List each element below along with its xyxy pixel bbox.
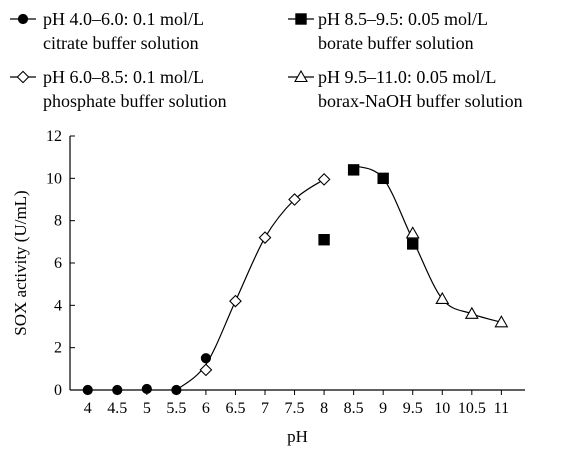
data-point <box>407 238 419 250</box>
x-tick-label: 6.5 <box>225 400 245 417</box>
data-point <box>435 291 450 305</box>
legend-entry: pH 4.0–6.0: 0.1 mol/L citrate buffer solu… <box>10 9 204 53</box>
data-point <box>200 353 212 364</box>
y-tick-label: 4 <box>54 297 62 314</box>
legend-label: citrate buffer solution <box>43 33 199 53</box>
y-tick-label: 8 <box>54 213 62 230</box>
x-tick-label: 4.5 <box>107 400 127 417</box>
data-point <box>288 193 301 206</box>
legend-label: pH 6.0–8.5: 0.1 mol/L <box>43 67 204 87</box>
x-tick-label: 7.5 <box>285 400 305 417</box>
data-point <box>112 384 123 396</box>
x-tick-label: 10 <box>434 400 450 417</box>
legend-label: pH 9.5–11.0: 0.05 mol/L <box>318 67 496 87</box>
y-tick-label: 2 <box>54 340 62 357</box>
x-tick-label: 6 <box>202 400 210 417</box>
data-point <box>171 384 182 396</box>
data-point <box>405 226 420 239</box>
y-tick-label: 12 <box>46 128 62 145</box>
data-point <box>318 234 330 246</box>
data-point <box>199 363 213 377</box>
y-tick-label: 10 <box>46 170 62 187</box>
legend: pH 4.0–6.0: 0.1 mol/L citrate buffer solu… <box>10 9 523 111</box>
fitted-curve-group <box>175 165 502 391</box>
data-point <box>141 383 152 395</box>
y-axis-title: SOX activity (U/mL) <box>11 190 30 335</box>
legend-label: borate buffer solution <box>318 33 474 53</box>
fitted-curve-segment <box>175 178 325 391</box>
legend-label: pH 8.5–9.5: 0.05 mol/L <box>318 9 488 29</box>
data-point <box>82 384 93 396</box>
data-point <box>377 172 389 185</box>
data-point <box>494 315 509 328</box>
legend-marker <box>17 13 29 25</box>
y-tick-label: 0 <box>54 382 62 399</box>
legend-entry: pH 8.5–9.5: 0.05 mol/L borate buffer solu… <box>288 9 488 53</box>
legend-label: borax-NaOH buffer solution <box>318 91 523 111</box>
data-points <box>82 164 509 396</box>
legend-entry: pH 9.5–11.0: 0.05 mol/L borax-NaOH buffer… <box>288 67 523 111</box>
data-point <box>258 231 272 244</box>
plot-area: 0 2 4 6 8 10 12 4 4.5 5 5.5 6 6.5 7 7.5 8 8.5 9 9.5 10 10.5 1… <box>46 128 525 417</box>
data-point <box>229 294 242 308</box>
x-axis-title: pH <box>287 427 308 446</box>
legend-entry: pH 6.0–8.5: 0.1 mol/L phosphate buffer so… <box>10 67 227 111</box>
x-tick-label: 8 <box>320 400 328 417</box>
x-tick-label: 11 <box>494 400 509 417</box>
x-tick-label: 8.5 <box>344 400 364 417</box>
x-tick-label: 9.5 <box>403 400 423 417</box>
x-tick-label: 7 <box>261 400 269 417</box>
data-point <box>317 173 331 186</box>
legend-marker <box>294 69 308 83</box>
x-tick-label: 5.5 <box>166 400 186 417</box>
legend-marker <box>295 13 307 25</box>
x-tick-label: 10.5 <box>458 400 486 417</box>
data-point <box>347 164 360 176</box>
fitted-curve-segment <box>353 165 502 323</box>
legend-marker <box>16 70 30 84</box>
legend-label: phosphate buffer solution <box>43 91 227 111</box>
x-tick-label: 4 <box>84 400 92 417</box>
axes: 0 2 4 6 8 10 12 4 4.5 5 5.5 6 6.5 7 7.5 8 8.5 9 9.5 10 10.5 1… <box>46 128 525 417</box>
y-tick-label: 6 <box>54 255 62 272</box>
legend-label: pH 4.0–6.0: 0.1 mol/L <box>43 9 204 29</box>
data-point <box>464 306 479 319</box>
x-tick-label: 9 <box>379 400 387 417</box>
x-tick-label: 5 <box>143 400 151 417</box>
